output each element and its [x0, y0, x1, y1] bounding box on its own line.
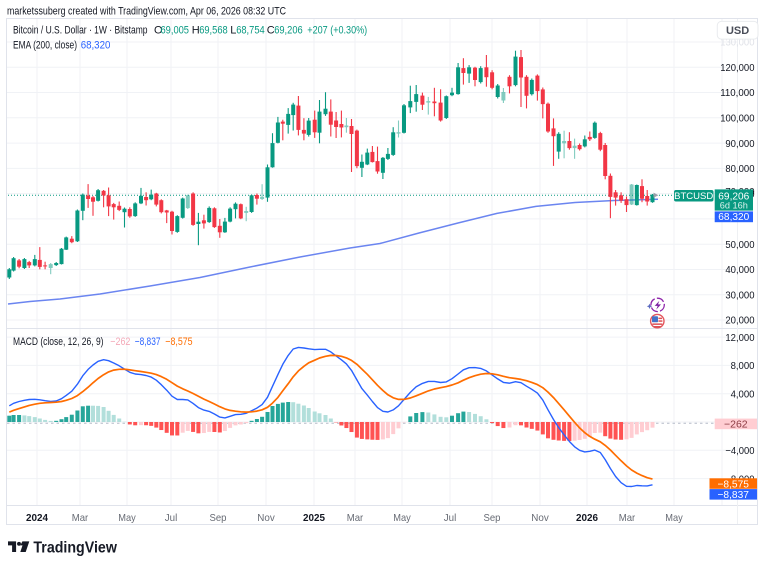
svg-text:TradingView: TradingView — [33, 539, 117, 556]
svg-text:−8,575: −8,575 — [165, 336, 192, 348]
svg-text:MACD (close, 12, 26, 9): MACD (close, 12, 26, 9) — [13, 336, 104, 348]
svg-text:USD: USD — [726, 25, 749, 37]
svg-text:C: C — [267, 25, 275, 37]
svg-text:100,000: 100,000 — [720, 113, 754, 125]
svg-text:marketssuberg created with Tra: marketssuberg created with TradingView.c… — [7, 6, 286, 18]
svg-text:8,000: 8,000 — [731, 360, 755, 372]
svg-text:O: O — [154, 25, 163, 37]
svg-text:Nov: Nov — [257, 512, 275, 524]
svg-text:2026: 2026 — [576, 512, 598, 524]
svg-text:May: May — [665, 512, 683, 524]
svg-text:69,206: 69,206 — [274, 25, 303, 37]
svg-text:12,000: 12,000 — [725, 332, 754, 344]
svg-text:68,320: 68,320 — [718, 211, 749, 223]
svg-text:30,000: 30,000 — [725, 289, 754, 301]
svg-text:EMA (200, close): EMA (200, close) — [13, 40, 77, 52]
svg-text:Mar: Mar — [619, 512, 636, 524]
svg-text:Mar: Mar — [347, 512, 364, 524]
svg-text:Jul: Jul — [165, 512, 178, 524]
svg-text:69,568: 69,568 — [199, 25, 228, 37]
svg-text:90,000: 90,000 — [725, 138, 754, 150]
svg-text:Sep: Sep — [484, 512, 501, 524]
svg-text:−262: −262 — [110, 336, 130, 348]
svg-text:2025: 2025 — [303, 512, 325, 524]
svg-text:Sep: Sep — [210, 512, 227, 524]
svg-text:50,000: 50,000 — [725, 239, 754, 251]
svg-text:H: H — [192, 25, 200, 37]
svg-text:6d 16h: 6d 16h — [720, 201, 748, 211]
svg-text:120,000: 120,000 — [720, 62, 754, 74]
svg-text:Nov: Nov — [531, 512, 549, 524]
svg-text:40,000: 40,000 — [725, 264, 754, 276]
svg-text:−8,575: −8,575 — [717, 478, 749, 490]
svg-text:20,000: 20,000 — [725, 315, 754, 327]
svg-text:80,000: 80,000 — [725, 163, 754, 175]
svg-text:May: May — [393, 512, 411, 524]
svg-text:68,754: 68,754 — [236, 25, 265, 37]
svg-text:Mar: Mar — [72, 512, 89, 524]
svg-text:+207 (+0.30%): +207 (+0.30%) — [307, 25, 367, 37]
svg-text:130,000: 130,000 — [720, 37, 754, 49]
svg-text:Jul: Jul — [444, 512, 457, 524]
svg-text:Bitcoin / U.S. Dollar · 1W · B: Bitcoin / U.S. Dollar · 1W · Bitstamp — [13, 25, 148, 37]
svg-text:−8,837: −8,837 — [135, 336, 161, 348]
svg-text:69,206: 69,206 — [718, 190, 749, 202]
svg-text:BTCUSD: BTCUSD — [674, 191, 713, 202]
svg-text:May: May — [118, 512, 136, 524]
svg-text:−4,000: −4,000 — [725, 445, 754, 457]
svg-text:4,000: 4,000 — [731, 388, 755, 400]
svg-text:L: L — [230, 25, 236, 37]
svg-text:110,000: 110,000 — [720, 87, 754, 99]
svg-text:−262: −262 — [724, 419, 748, 431]
svg-text:−8,837: −8,837 — [717, 489, 749, 501]
svg-text:69,005: 69,005 — [161, 25, 190, 37]
svg-text:2024: 2024 — [26, 512, 48, 524]
svg-text:68,320: 68,320 — [81, 40, 111, 52]
